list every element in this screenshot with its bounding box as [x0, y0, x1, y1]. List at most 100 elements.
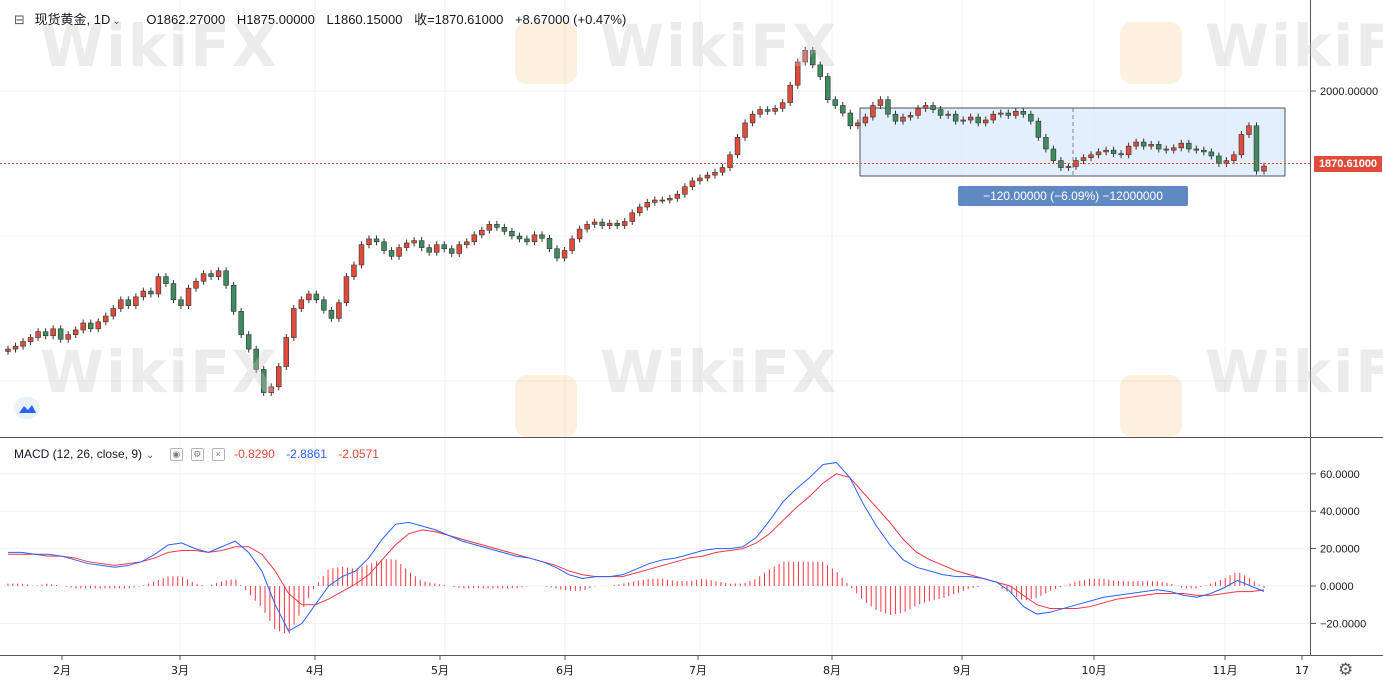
candle-body [1223, 160, 1230, 164]
candle-body [366, 238, 372, 245]
time-tick-label: 17 [1295, 664, 1309, 677]
candle-body [727, 154, 733, 168]
high-value: H1875.00000 [236, 12, 315, 27]
eye-icon[interactable]: ◉ [169, 448, 183, 462]
candle-body [72, 329, 79, 335]
candle-body [80, 322, 86, 331]
candle-body [584, 224, 590, 230]
candle-body [840, 105, 846, 114]
time-tick-label: 7月 [689, 664, 707, 677]
cloud-logo-icon[interactable] [14, 397, 40, 419]
candle-body [140, 290, 147, 298]
candle-body [870, 105, 876, 118]
candle-body [486, 224, 493, 231]
candle-body [95, 321, 101, 330]
candle-body [336, 302, 342, 319]
candle-body [1148, 144, 1154, 147]
close-icon[interactable]: × [211, 448, 225, 462]
watermark: WikiFX [1205, 12, 1383, 80]
candle-body [832, 99, 839, 106]
candle-body [479, 229, 485, 236]
candle-body [298, 299, 305, 309]
candle-body [388, 250, 395, 257]
candle-body [1020, 111, 1027, 115]
candle-body [418, 240, 425, 248]
candle-body [373, 238, 380, 243]
candle-body [1133, 141, 1139, 147]
candle-body [230, 284, 237, 312]
time-tick-label: 6月 [556, 664, 574, 677]
candle-body [787, 84, 793, 103]
candle-body [907, 115, 914, 118]
candle-body [396, 247, 402, 257]
candle-body [659, 199, 666, 202]
open-value: O1862.27000 [146, 12, 226, 27]
candle-body [847, 112, 854, 127]
candle-body [238, 311, 244, 335]
measure-range-box[interactable] [859, 107, 1286, 177]
collapse-icon[interactable]: ⊟ [14, 12, 25, 27]
chevron-down-icon[interactable]: ⌄ [112, 16, 121, 27]
candle-body [1231, 154, 1237, 161]
candle-body [185, 287, 192, 306]
candle-body [27, 337, 34, 342]
candle-body [411, 240, 417, 244]
candle-body [1253, 125, 1260, 172]
change-value: +8.67000 (+0.47%) [514, 12, 627, 27]
macd-tick-label: 40.0000 [1320, 506, 1360, 518]
chevron-down-icon[interactable]: ⌄ [146, 450, 155, 461]
candle-body [1005, 112, 1012, 116]
candle-body [531, 234, 538, 243]
candle-body [200, 273, 207, 282]
candle-body [569, 238, 575, 251]
candle-body [667, 198, 673, 201]
candle-body [148, 290, 154, 295]
candle-body [712, 171, 718, 176]
macd-label[interactable]: MACD (12, 26, close, 9) [14, 447, 143, 461]
candle-body [554, 248, 560, 259]
candle-body [539, 234, 545, 239]
candle-body [689, 180, 696, 187]
candle-body [306, 293, 312, 301]
candle-body [494, 224, 500, 228]
candle-body [1058, 160, 1064, 168]
macd-tick-label: 0.0000 [1320, 581, 1354, 593]
last-price-tag: 1870.61000 [1314, 156, 1382, 172]
candle-body [456, 244, 462, 254]
macd-histogram [7, 559, 1265, 634]
candle-body [817, 64, 823, 77]
candle-body [1163, 148, 1169, 151]
price-axis[interactable]: 2000.00000 [1310, 86, 1378, 98]
gear-icon[interactable]: ⚙ [190, 448, 204, 462]
macd-line [8, 462, 1265, 632]
candle-body [945, 113, 951, 116]
main-legend: ⊟ 现货黄金, 1D ⌄ O1862.27000 H1875.00000 L186… [14, 9, 634, 28]
candle-body [599, 221, 605, 226]
watermark-badge [515, 375, 577, 437]
candle-body [5, 348, 11, 352]
candle-body [110, 308, 117, 317]
candle-body [1043, 137, 1049, 150]
candle-body [810, 50, 816, 66]
candle-body [351, 264, 357, 277]
candle-body [1140, 141, 1147, 147]
macd-axis[interactable]: −20.0000 0.0000 20.0000 40.0000 60.0000 [1310, 469, 1366, 631]
time-axis[interactable]: 2月 3月 4月 5月 6月 7月 8月 9月 10月 11月 17 [53, 655, 1309, 677]
candle-body [1103, 149, 1109, 153]
candle-body [749, 113, 756, 124]
candle-body [862, 116, 869, 124]
candle-body [1201, 149, 1207, 153]
symbol-name[interactable]: 现货黄金, 1D [34, 12, 111, 27]
macd-legend: MACD (12, 26, close, 9) ⌄ ◉ ⚙ × -0.8290 -2.… [14, 447, 387, 462]
candle-body [960, 119, 966, 122]
candle-body [885, 99, 891, 115]
candle-body [1088, 154, 1094, 159]
candle-body [1246, 125, 1252, 135]
settings-gear-icon[interactable]: ⚙ [1338, 660, 1354, 679]
candle-body [118, 299, 124, 309]
candle-body [50, 328, 56, 337]
candle-body [764, 109, 771, 112]
candle-body [1013, 111, 1019, 116]
low-value: L1860.15000 [326, 12, 403, 27]
